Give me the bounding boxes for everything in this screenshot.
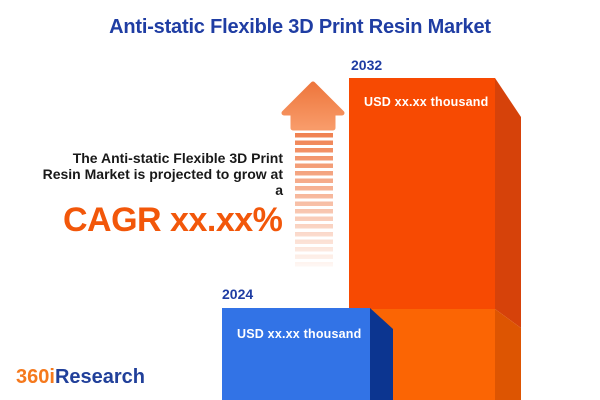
bar-2032-value-label: USD xx.xx thousand [364, 95, 489, 109]
bar-2024-value-label: USD xx.xx thousand [237, 327, 362, 341]
bar-2024-side-face [370, 308, 393, 400]
bar-year-label-2032: 2032 [351, 57, 383, 73]
page-title: Anti-static Flexible 3D Print Resin Mark… [109, 16, 491, 38]
bar-2032-side-face [495, 78, 521, 400]
bar-year-label-2024: 2024 [222, 286, 254, 302]
logo: 360iResearch [16, 366, 145, 389]
logo-prefix: 360i [16, 366, 55, 388]
logo-suffix: Research [54, 366, 145, 388]
tagline-line-1: The Anti-static Flexible 3D Print [72, 150, 283, 166]
bar-2032-front-face: USD xx.xx thousand [349, 78, 495, 309]
growth-arrow-icon [281, 81, 345, 131]
tagline-line-2: Resin Market is projected to grow at [42, 166, 283, 182]
cagr-value: CAGR xx.xx% [63, 201, 283, 239]
growth-arrow-fading-stripes [295, 133, 333, 270]
tagline: The Anti-static Flexible 3D Print Resin … [43, 150, 283, 198]
bar-2024-front-face: USD xx.xx thousand [222, 308, 370, 400]
tagline-line-3: a [275, 182, 283, 198]
